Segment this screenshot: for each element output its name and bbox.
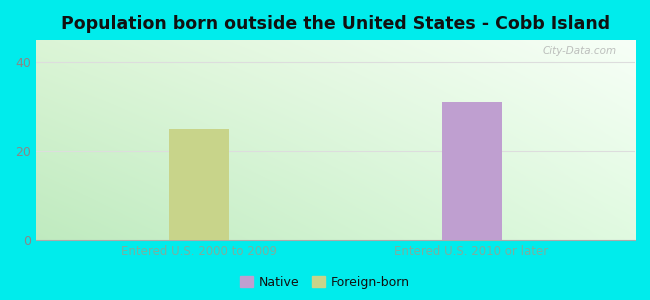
Text: City-Data.com: City-Data.com [543, 46, 617, 56]
Title: Population born outside the United States - Cobb Island: Population born outside the United State… [61, 15, 610, 33]
Bar [169, 129, 229, 240]
Legend: Native, Foreign-born: Native, Foreign-born [235, 271, 415, 294]
Bar [441, 102, 502, 240]
